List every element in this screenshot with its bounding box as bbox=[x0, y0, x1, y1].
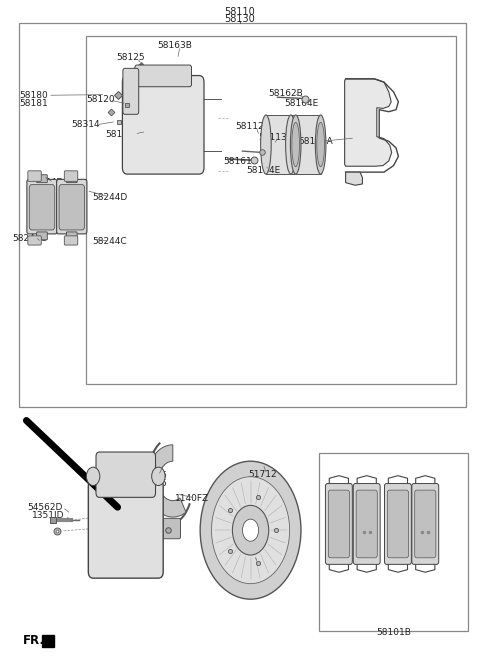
FancyBboxPatch shape bbox=[28, 171, 41, 181]
Text: 58244C: 58244C bbox=[92, 237, 127, 246]
Ellipse shape bbox=[232, 505, 269, 555]
Circle shape bbox=[86, 467, 100, 486]
FancyBboxPatch shape bbox=[36, 232, 47, 240]
FancyBboxPatch shape bbox=[88, 480, 163, 578]
Text: 58162B: 58162B bbox=[268, 89, 303, 99]
FancyBboxPatch shape bbox=[353, 484, 380, 564]
Polygon shape bbox=[291, 115, 321, 174]
Text: 58110: 58110 bbox=[225, 7, 255, 16]
Ellipse shape bbox=[292, 122, 300, 167]
Text: 58163B: 58163B bbox=[105, 129, 140, 139]
Ellipse shape bbox=[286, 115, 296, 174]
FancyBboxPatch shape bbox=[135, 65, 192, 87]
FancyBboxPatch shape bbox=[57, 179, 87, 234]
Text: 54562D: 54562D bbox=[27, 503, 62, 512]
Text: 58163B: 58163B bbox=[158, 41, 192, 51]
Bar bbox=[319, 453, 468, 631]
Polygon shape bbox=[266, 115, 296, 174]
Text: 58244C: 58244C bbox=[12, 234, 47, 243]
Ellipse shape bbox=[242, 519, 259, 541]
Text: 51756: 51756 bbox=[138, 471, 167, 480]
FancyBboxPatch shape bbox=[325, 484, 352, 564]
Text: 58125: 58125 bbox=[117, 53, 145, 62]
Text: 58244D: 58244D bbox=[28, 178, 63, 187]
FancyBboxPatch shape bbox=[64, 236, 78, 245]
Ellipse shape bbox=[212, 477, 289, 583]
FancyBboxPatch shape bbox=[59, 185, 84, 230]
FancyBboxPatch shape bbox=[66, 175, 77, 183]
FancyBboxPatch shape bbox=[64, 171, 78, 181]
FancyBboxPatch shape bbox=[122, 76, 204, 174]
FancyBboxPatch shape bbox=[66, 232, 77, 240]
FancyBboxPatch shape bbox=[160, 518, 180, 539]
Bar bbox=[86, 36, 456, 384]
Text: 58244D: 58244D bbox=[92, 193, 127, 202]
Text: 58113: 58113 bbox=[258, 133, 287, 142]
Text: FR.: FR. bbox=[23, 634, 45, 647]
Text: 58161B: 58161B bbox=[224, 157, 258, 166]
Polygon shape bbox=[346, 172, 362, 185]
Text: 58181: 58181 bbox=[19, 99, 48, 108]
Text: 58164E: 58164E bbox=[284, 99, 318, 108]
Wedge shape bbox=[146, 445, 186, 517]
Text: 58101B: 58101B bbox=[376, 627, 411, 637]
Circle shape bbox=[152, 467, 165, 486]
FancyBboxPatch shape bbox=[36, 175, 47, 183]
Bar bbox=[19, 23, 466, 407]
Ellipse shape bbox=[317, 122, 324, 167]
Text: 1220FS: 1220FS bbox=[242, 559, 276, 568]
Ellipse shape bbox=[200, 461, 301, 599]
Text: 58180: 58180 bbox=[19, 91, 48, 100]
Text: 58114A: 58114A bbox=[299, 137, 333, 146]
Text: 51712: 51712 bbox=[249, 470, 277, 479]
FancyBboxPatch shape bbox=[29, 185, 55, 230]
Text: 58130: 58130 bbox=[225, 14, 255, 24]
FancyBboxPatch shape bbox=[356, 490, 377, 558]
Text: 58314: 58314 bbox=[71, 120, 100, 129]
Ellipse shape bbox=[261, 115, 271, 174]
FancyBboxPatch shape bbox=[387, 490, 408, 558]
Text: 1351JD: 1351JD bbox=[32, 511, 64, 520]
Ellipse shape bbox=[290, 115, 301, 174]
Text: 58164E: 58164E bbox=[246, 166, 280, 175]
Text: 1140FZ: 1140FZ bbox=[175, 493, 209, 503]
FancyBboxPatch shape bbox=[415, 490, 436, 558]
Text: 51755: 51755 bbox=[138, 479, 167, 488]
FancyBboxPatch shape bbox=[27, 179, 57, 234]
FancyBboxPatch shape bbox=[384, 484, 411, 564]
FancyBboxPatch shape bbox=[123, 68, 139, 114]
Ellipse shape bbox=[315, 115, 326, 174]
Text: 58112: 58112 bbox=[235, 122, 264, 131]
Polygon shape bbox=[345, 79, 392, 166]
FancyBboxPatch shape bbox=[412, 484, 439, 564]
FancyBboxPatch shape bbox=[28, 236, 41, 245]
FancyBboxPatch shape bbox=[328, 490, 349, 558]
Text: 58120: 58120 bbox=[86, 95, 115, 104]
FancyBboxPatch shape bbox=[96, 452, 156, 497]
